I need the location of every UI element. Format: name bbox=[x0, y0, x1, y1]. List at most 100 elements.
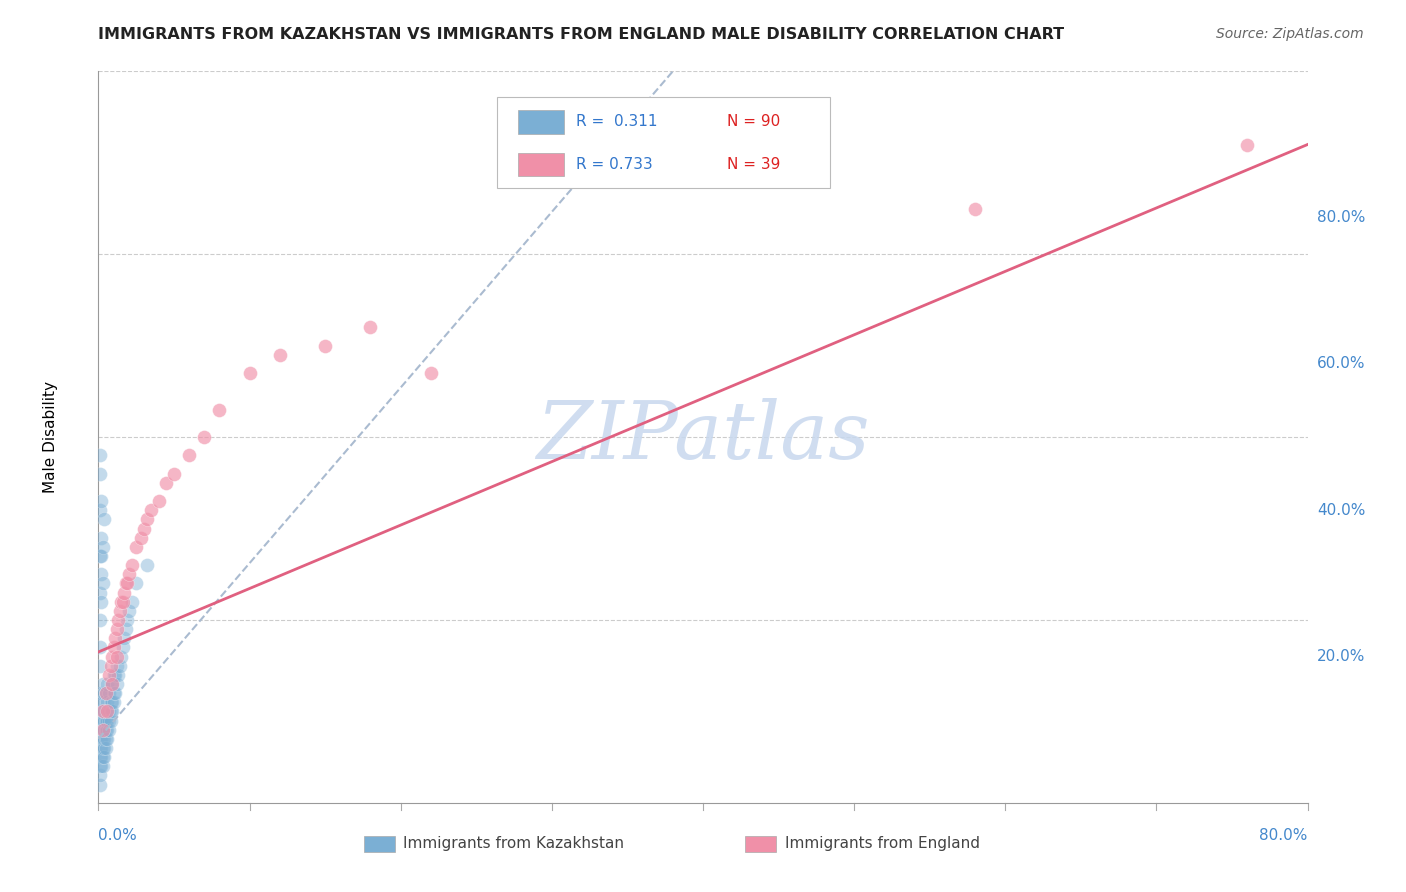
Point bbox=[93, 750, 115, 764]
Point bbox=[91, 705, 114, 719]
Point bbox=[93, 512, 115, 526]
Point bbox=[115, 576, 138, 591]
Point bbox=[89, 705, 111, 719]
Point bbox=[125, 540, 148, 554]
Point bbox=[98, 723, 121, 737]
Bar bbox=[364, 836, 395, 852]
Point bbox=[314, 338, 336, 352]
Point bbox=[111, 640, 134, 655]
Bar bbox=[517, 153, 564, 176]
Point bbox=[91, 695, 114, 709]
Point bbox=[135, 558, 157, 573]
Point bbox=[100, 705, 122, 719]
Text: IMMIGRANTS FROM KAZAKHSTAN VS IMMIGRANTS FROM ENGLAND MALE DISABILITY CORRELATIO: IMMIGRANTS FROM KAZAKHSTAN VS IMMIGRANTS… bbox=[98, 27, 1064, 42]
Text: N = 90: N = 90 bbox=[727, 114, 780, 129]
Point bbox=[89, 503, 111, 517]
Text: 80.0%: 80.0% bbox=[1317, 211, 1365, 225]
Point bbox=[96, 705, 118, 719]
Point bbox=[110, 594, 132, 608]
Point bbox=[89, 750, 111, 764]
Point bbox=[114, 622, 136, 636]
Text: R =  0.311: R = 0.311 bbox=[576, 114, 658, 129]
Text: ZIPatlas: ZIPatlas bbox=[536, 399, 870, 475]
Point bbox=[96, 695, 118, 709]
Point bbox=[98, 667, 121, 681]
Point bbox=[125, 576, 148, 591]
Point bbox=[91, 576, 114, 591]
Point bbox=[121, 558, 143, 573]
Point bbox=[93, 723, 115, 737]
Point bbox=[94, 714, 117, 728]
Point bbox=[115, 613, 138, 627]
Point bbox=[91, 723, 114, 737]
Point bbox=[93, 731, 115, 746]
Point bbox=[114, 576, 136, 591]
Point bbox=[135, 512, 157, 526]
Point bbox=[132, 521, 155, 535]
Point bbox=[105, 658, 128, 673]
Point bbox=[100, 658, 122, 673]
Point bbox=[269, 348, 291, 362]
Point bbox=[90, 594, 112, 608]
Point bbox=[107, 667, 129, 681]
Point bbox=[91, 759, 114, 773]
Point bbox=[91, 714, 114, 728]
Point bbox=[94, 731, 117, 746]
Point bbox=[965, 202, 987, 216]
Point bbox=[94, 723, 117, 737]
Point bbox=[104, 667, 127, 681]
Text: Immigrants from Kazakhstan: Immigrants from Kazakhstan bbox=[404, 837, 624, 851]
Point bbox=[89, 714, 111, 728]
Point bbox=[93, 740, 115, 755]
Text: R = 0.733: R = 0.733 bbox=[576, 157, 652, 172]
Point bbox=[118, 567, 141, 582]
Point bbox=[107, 613, 129, 627]
Point bbox=[96, 731, 118, 746]
FancyBboxPatch shape bbox=[498, 97, 830, 188]
Point bbox=[96, 723, 118, 737]
Point bbox=[118, 604, 141, 618]
Point bbox=[98, 714, 121, 728]
Point bbox=[108, 604, 131, 618]
Point bbox=[420, 366, 443, 380]
Text: Male Disability: Male Disability bbox=[42, 381, 58, 493]
Point bbox=[155, 475, 177, 490]
Point bbox=[91, 731, 114, 746]
Point bbox=[103, 667, 125, 681]
Text: 40.0%: 40.0% bbox=[1317, 503, 1365, 517]
Point bbox=[103, 640, 125, 655]
Bar bbox=[517, 110, 564, 134]
Point bbox=[100, 714, 122, 728]
Point bbox=[111, 594, 134, 608]
Text: Immigrants from England: Immigrants from England bbox=[785, 837, 980, 851]
Point bbox=[90, 731, 112, 746]
Point bbox=[101, 677, 124, 691]
Point bbox=[90, 567, 112, 582]
Text: 80.0%: 80.0% bbox=[1260, 829, 1308, 844]
Point bbox=[103, 695, 125, 709]
Point bbox=[96, 714, 118, 728]
Point bbox=[94, 686, 117, 700]
Point bbox=[89, 585, 111, 599]
Point bbox=[148, 494, 170, 508]
Point bbox=[112, 632, 135, 646]
Point bbox=[98, 705, 121, 719]
Point bbox=[105, 677, 128, 691]
Point bbox=[108, 658, 131, 673]
Point bbox=[89, 448, 111, 462]
Text: 20.0%: 20.0% bbox=[1317, 649, 1365, 664]
Point bbox=[101, 677, 124, 691]
Point bbox=[89, 759, 111, 773]
Point bbox=[360, 320, 382, 334]
Text: 0.0%: 0.0% bbox=[98, 829, 138, 844]
Point bbox=[90, 723, 112, 737]
Point bbox=[89, 640, 111, 655]
Point bbox=[89, 613, 111, 627]
Point bbox=[101, 705, 124, 719]
Point bbox=[90, 740, 112, 755]
Text: N = 39: N = 39 bbox=[727, 157, 780, 172]
Point bbox=[91, 723, 114, 737]
Point bbox=[89, 695, 111, 709]
Point bbox=[89, 658, 111, 673]
Point bbox=[179, 448, 201, 462]
